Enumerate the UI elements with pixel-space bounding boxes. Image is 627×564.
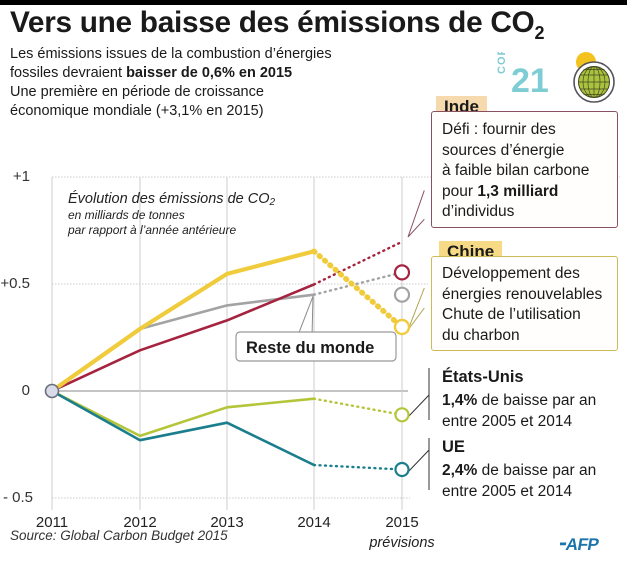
svg-text:par rapport à l’année antérieu: par rapport à l’année antérieure: [67, 223, 236, 237]
svg-text:Reste du monde: Reste du monde: [246, 339, 374, 357]
svg-text:0: 0: [22, 382, 30, 399]
svg-text:+0.5: +0.5: [0, 275, 30, 292]
svg-text:prévisions: prévisions: [368, 535, 434, 551]
svg-text:2014: 2014: [297, 514, 330, 531]
svg-text:- 0.5: - 0.5: [3, 489, 33, 506]
svg-text:2015: 2015: [385, 514, 418, 531]
svg-text:AFP: AFP: [564, 534, 600, 554]
svg-text:en milliards de tonnes: en milliards de tonnes: [68, 208, 185, 222]
svg-text:Évolution des émissions de CO2: Évolution des émissions de CO2: [68, 190, 276, 208]
svg-text:+1: +1: [13, 168, 30, 185]
